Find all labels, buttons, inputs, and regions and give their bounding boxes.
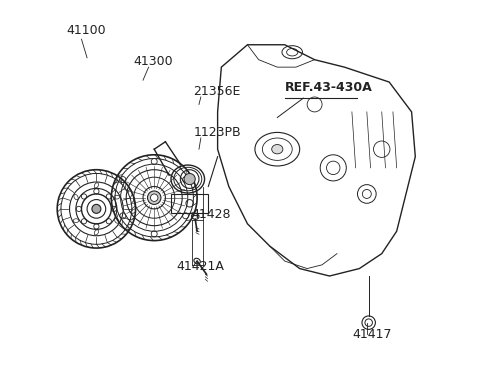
Text: 21356E: 21356E bbox=[193, 85, 241, 98]
Circle shape bbox=[151, 194, 158, 201]
Text: 41100: 41100 bbox=[67, 23, 106, 37]
Text: 1123PB: 1123PB bbox=[193, 126, 241, 139]
Text: REF.43-430A: REF.43-430A bbox=[285, 81, 372, 94]
Circle shape bbox=[147, 191, 161, 204]
Circle shape bbox=[184, 173, 195, 185]
Circle shape bbox=[92, 204, 101, 213]
Text: 41300: 41300 bbox=[134, 55, 173, 68]
Ellipse shape bbox=[272, 145, 283, 154]
Text: 41428: 41428 bbox=[192, 208, 231, 221]
Text: 41421A: 41421A bbox=[177, 260, 225, 273]
Text: 41417: 41417 bbox=[352, 327, 391, 341]
